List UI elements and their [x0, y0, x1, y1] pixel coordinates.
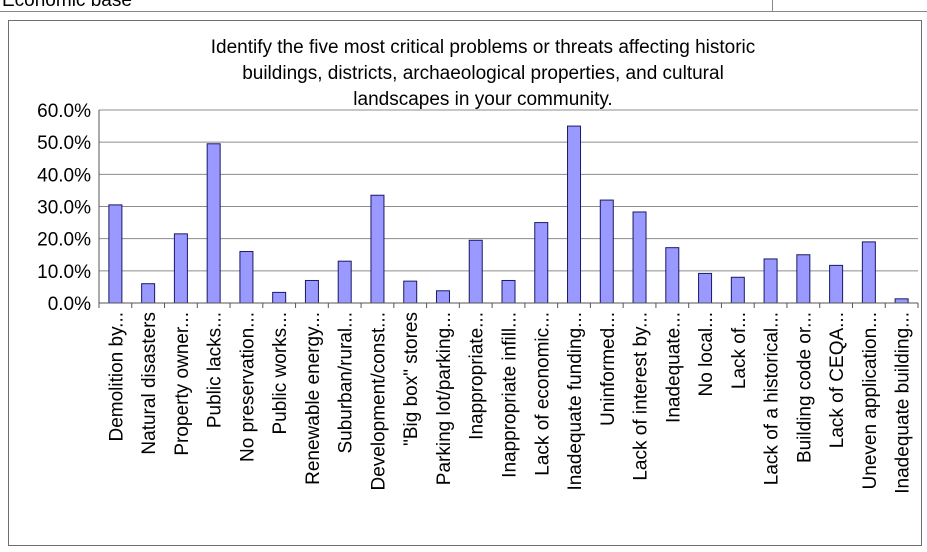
y-tick-label: 20.0% — [37, 230, 91, 251]
bar-chart: Identify the five most critical problems… — [37, 37, 919, 494]
x-tick-label: Suburban/rural... — [336, 312, 357, 454]
x-tick-label: Inadequate funding... — [565, 312, 586, 491]
y-tick-label: 60.0% — [37, 101, 91, 122]
y-tick-label: 0.0% — [48, 294, 91, 315]
chart-title: Identify the five most critical problems… — [211, 37, 756, 110]
bar — [829, 264, 844, 304]
chart-title-line: Identify the five most critical problems… — [211, 37, 756, 58]
bar — [108, 204, 123, 304]
x-tick-label: No local... — [696, 312, 717, 396]
bar — [567, 125, 582, 304]
bar — [698, 272, 713, 304]
x-tick-label: Inappropriate... — [467, 312, 488, 440]
x-tick-labels: Demolition by... Natural disasters Propert… — [106, 312, 913, 494]
bar — [435, 290, 450, 304]
x-tick-label: Parking lot/parking... — [434, 312, 455, 485]
gridlines — [99, 109, 918, 304]
x-tick-label: Lack of interest by... — [631, 312, 652, 481]
chart-title-line: buildings, districts, archaeological pro… — [242, 63, 724, 84]
bar — [599, 199, 614, 304]
bar — [763, 258, 778, 304]
y-tick-label: 40.0% — [37, 165, 91, 186]
x-tick-label: Public lacks... — [205, 312, 226, 428]
bar — [665, 247, 680, 304]
bar — [337, 260, 352, 304]
x-tick-label: Inappropriate infill... — [500, 312, 521, 478]
x-tick-label: Development/const... — [368, 312, 389, 490]
bar — [730, 276, 745, 304]
x-tick-label: "Big box" stores — [401, 312, 422, 446]
x-tick-label: Building code or... — [794, 312, 815, 463]
x-tick-label: Inadequate... — [663, 312, 684, 423]
x-tick-label: Renewable energy... — [303, 312, 324, 485]
x-tick-label: Uninformed... — [598, 312, 619, 426]
bar — [173, 233, 188, 304]
x-tick-label: Uneven application... — [860, 312, 881, 489]
x-tick-label: Natural disasters — [139, 312, 160, 455]
x-tick-label: Lack of CEQA... — [827, 312, 848, 448]
y-tick-label: 50.0% — [37, 133, 91, 154]
x-tick-label: Lack of... — [729, 312, 750, 389]
bars — [108, 125, 909, 304]
bar — [468, 239, 483, 304]
bar — [304, 279, 319, 304]
bar — [141, 283, 156, 304]
cropped-heading-text: Economic base — [2, 0, 132, 11]
x-tick-label: Public works... — [270, 312, 291, 434]
x-tick-label: Lack of economic... — [532, 312, 553, 476]
divider — [0, 11, 927, 12]
bar — [632, 211, 647, 304]
divider — [772, 0, 773, 12]
x-tick-label: Property owner... — [172, 312, 193, 456]
bar — [370, 194, 385, 304]
bar — [501, 279, 516, 304]
chart-frame: Identify the five most critical problems… — [8, 20, 922, 546]
y-tick-labels: 60.0% 50.0% 40.0% 30.0% 20.0% 10.0% 0.0% — [37, 101, 91, 315]
y-tick-label: 30.0% — [37, 198, 91, 219]
x-tick-label: Lack of a historical... — [762, 312, 783, 485]
x-tick-label: Demolition by... — [106, 312, 127, 442]
bar — [894, 298, 909, 304]
bar — [206, 143, 221, 304]
x-tick-label: Inadequate building... — [893, 312, 914, 494]
chart-title-line: landscapes in your community. — [353, 89, 612, 110]
bar — [534, 222, 549, 304]
bar — [272, 291, 287, 304]
bar — [239, 251, 254, 304]
axes — [98, 110, 919, 308]
x-tick-label: No preservation... — [237, 312, 258, 462]
bar — [796, 254, 811, 304]
bar — [861, 241, 876, 304]
bar — [403, 280, 418, 304]
y-tick-label: 10.0% — [37, 262, 91, 283]
